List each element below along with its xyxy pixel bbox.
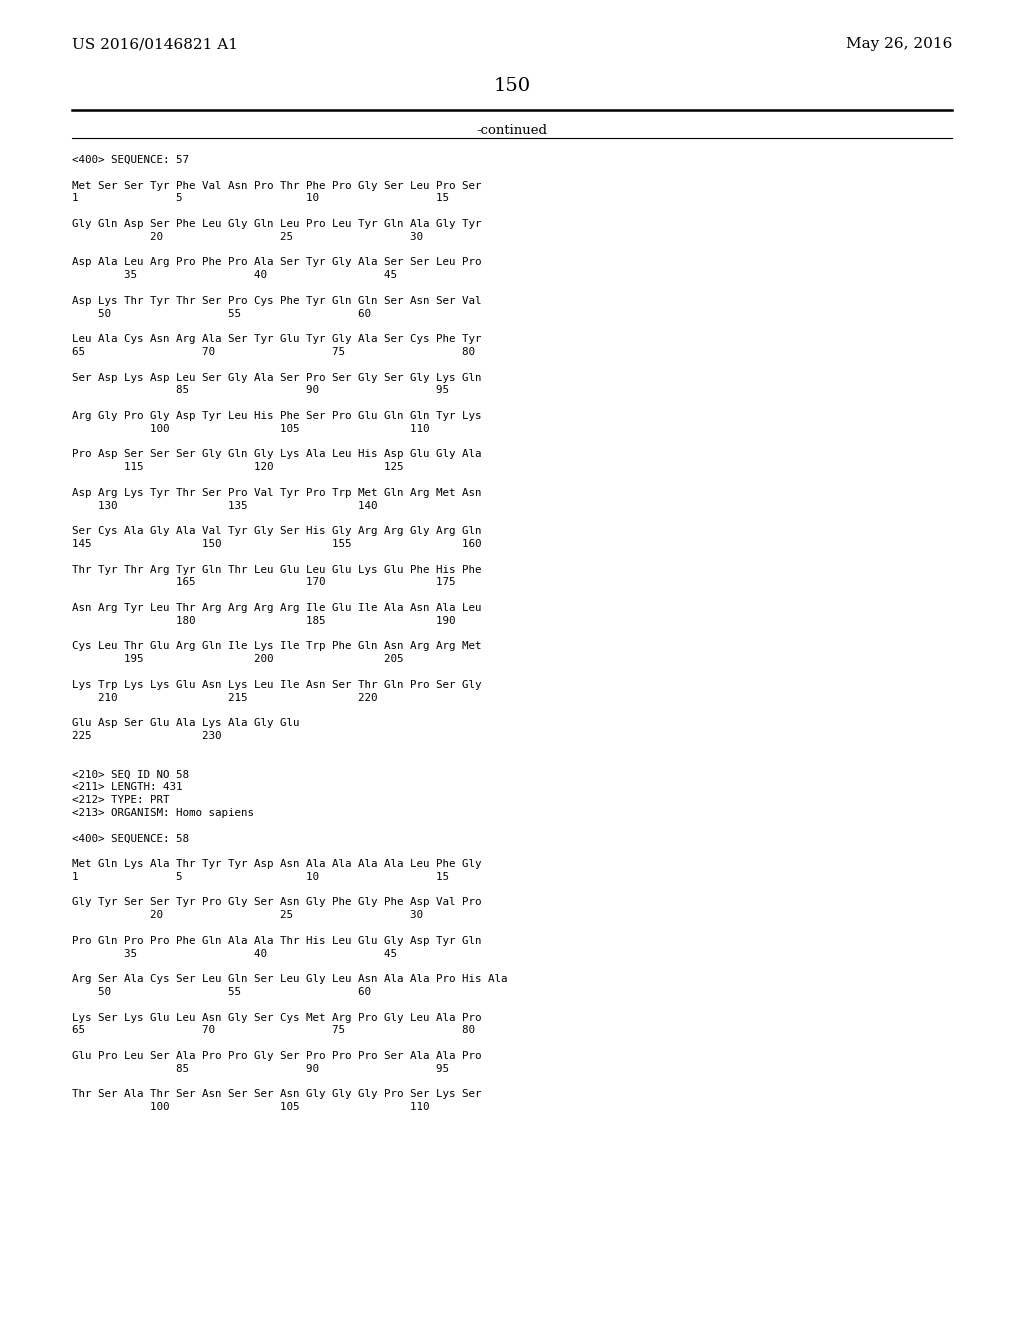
Text: <212> TYPE: PRT: <212> TYPE: PRT: [72, 795, 170, 805]
Text: 65                  70                  75                  80: 65 70 75 80: [72, 1026, 475, 1035]
Text: <400> SEQUENCE: 58: <400> SEQUENCE: 58: [72, 833, 189, 843]
Text: Lys Trp Lys Lys Glu Asn Lys Leu Ile Asn Ser Thr Gln Pro Ser Gly: Lys Trp Lys Lys Glu Asn Lys Leu Ile Asn …: [72, 680, 481, 690]
Text: 225                 230: 225 230: [72, 731, 221, 741]
Text: Gly Tyr Ser Ser Tyr Pro Gly Ser Asn Gly Phe Gly Phe Asp Val Pro: Gly Tyr Ser Ser Tyr Pro Gly Ser Asn Gly …: [72, 898, 481, 907]
Text: Lys Ser Lys Glu Leu Asn Gly Ser Cys Met Arg Pro Gly Leu Ala Pro: Lys Ser Lys Glu Leu Asn Gly Ser Cys Met …: [72, 1012, 481, 1023]
Text: Arg Gly Pro Gly Asp Tyr Leu His Phe Ser Pro Glu Gln Gln Tyr Lys: Arg Gly Pro Gly Asp Tyr Leu His Phe Ser …: [72, 411, 481, 421]
Text: 65                  70                  75                  80: 65 70 75 80: [72, 347, 475, 356]
Text: Met Ser Ser Tyr Phe Val Asn Pro Thr Phe Pro Gly Ser Leu Pro Ser: Met Ser Ser Tyr Phe Val Asn Pro Thr Phe …: [72, 181, 481, 190]
Text: Leu Ala Cys Asn Arg Ala Ser Tyr Glu Tyr Gly Ala Ser Cys Phe Tyr: Leu Ala Cys Asn Arg Ala Ser Tyr Glu Tyr …: [72, 334, 481, 345]
Text: -continued: -continued: [476, 124, 548, 137]
Text: 165                 170                 175: 165 170 175: [72, 577, 456, 587]
Text: Asp Arg Lys Tyr Thr Ser Pro Val Tyr Pro Trp Met Gln Arg Met Asn: Asp Arg Lys Tyr Thr Ser Pro Val Tyr Pro …: [72, 488, 481, 498]
Text: 35                  40                  45: 35 40 45: [72, 949, 397, 958]
Text: 180                 185                 190: 180 185 190: [72, 616, 456, 626]
Text: US 2016/0146821 A1: US 2016/0146821 A1: [72, 37, 238, 51]
Text: Glu Asp Ser Glu Ala Lys Ala Gly Glu: Glu Asp Ser Glu Ala Lys Ala Gly Glu: [72, 718, 299, 729]
Text: 195                 200                 205: 195 200 205: [72, 655, 403, 664]
Text: Glu Pro Leu Ser Ala Pro Pro Gly Ser Pro Pro Pro Ser Ala Ala Pro: Glu Pro Leu Ser Ala Pro Pro Gly Ser Pro …: [72, 1051, 481, 1061]
Text: Asp Ala Leu Arg Pro Phe Pro Ala Ser Tyr Gly Ala Ser Ser Leu Pro: Asp Ala Leu Arg Pro Phe Pro Ala Ser Tyr …: [72, 257, 481, 268]
Text: <211> LENGTH: 431: <211> LENGTH: 431: [72, 783, 182, 792]
Text: Cys Leu Thr Glu Arg Gln Ile Lys Ile Trp Phe Gln Asn Arg Arg Met: Cys Leu Thr Glu Arg Gln Ile Lys Ile Trp …: [72, 642, 481, 651]
Text: Ser Cys Ala Gly Ala Val Tyr Gly Ser His Gly Arg Arg Gly Arg Gln: Ser Cys Ala Gly Ala Val Tyr Gly Ser His …: [72, 527, 481, 536]
Text: Thr Tyr Thr Arg Tyr Gln Thr Leu Glu Leu Glu Lys Glu Phe His Phe: Thr Tyr Thr Arg Tyr Gln Thr Leu Glu Leu …: [72, 565, 481, 574]
Text: <400> SEQUENCE: 57: <400> SEQUENCE: 57: [72, 154, 189, 165]
Text: 35                  40                  45: 35 40 45: [72, 271, 397, 280]
Text: 50                  55                  60: 50 55 60: [72, 987, 371, 997]
Text: 85                  90                  95: 85 90 95: [72, 1064, 449, 1073]
Text: <213> ORGANISM: Homo sapiens: <213> ORGANISM: Homo sapiens: [72, 808, 254, 818]
Text: 115                 120                 125: 115 120 125: [72, 462, 403, 473]
Text: 20                  25                  30: 20 25 30: [72, 911, 423, 920]
Text: Thr Ser Ala Thr Ser Asn Ser Ser Asn Gly Gly Gly Pro Ser Lys Ser: Thr Ser Ala Thr Ser Asn Ser Ser Asn Gly …: [72, 1089, 481, 1100]
Text: Pro Asp Ser Ser Ser Gly Gln Gly Lys Ala Leu His Asp Glu Gly Ala: Pro Asp Ser Ser Ser Gly Gln Gly Lys Ala …: [72, 449, 481, 459]
Text: <210> SEQ ID NO 58: <210> SEQ ID NO 58: [72, 770, 189, 779]
Text: 130                 135                 140: 130 135 140: [72, 500, 378, 511]
Text: 150: 150: [494, 77, 530, 95]
Text: 1               5                   10                  15: 1 5 10 15: [72, 871, 449, 882]
Text: Met Gln Lys Ala Thr Tyr Tyr Asp Asn Ala Ala Ala Ala Leu Phe Gly: Met Gln Lys Ala Thr Tyr Tyr Asp Asn Ala …: [72, 859, 481, 869]
Text: Asp Lys Thr Tyr Thr Ser Pro Cys Phe Tyr Gln Gln Ser Asn Ser Val: Asp Lys Thr Tyr Thr Ser Pro Cys Phe Tyr …: [72, 296, 481, 306]
Text: 1               5                   10                  15: 1 5 10 15: [72, 194, 449, 203]
Text: 145                 150                 155                 160: 145 150 155 160: [72, 539, 481, 549]
Text: Pro Gln Pro Pro Phe Gln Ala Ala Thr His Leu Glu Gly Asp Tyr Gln: Pro Gln Pro Pro Phe Gln Ala Ala Thr His …: [72, 936, 481, 946]
Text: Arg Ser Ala Cys Ser Leu Gln Ser Leu Gly Leu Asn Ala Ala Pro His Ala: Arg Ser Ala Cys Ser Leu Gln Ser Leu Gly …: [72, 974, 508, 985]
Text: 100                 105                 110: 100 105 110: [72, 424, 429, 434]
Text: 50                  55                  60: 50 55 60: [72, 309, 371, 318]
Text: Ser Asp Lys Asp Leu Ser Gly Ala Ser Pro Ser Gly Ser Gly Lys Gln: Ser Asp Lys Asp Leu Ser Gly Ala Ser Pro …: [72, 372, 481, 383]
Text: 210                 215                 220: 210 215 220: [72, 693, 378, 702]
Text: 85                  90                  95: 85 90 95: [72, 385, 449, 396]
Text: May 26, 2016: May 26, 2016: [846, 37, 952, 51]
Text: 100                 105                 110: 100 105 110: [72, 1102, 429, 1113]
Text: Asn Arg Tyr Leu Thr Arg Arg Arg Arg Ile Glu Ile Ala Asn Ala Leu: Asn Arg Tyr Leu Thr Arg Arg Arg Arg Ile …: [72, 603, 481, 612]
Text: 20                  25                  30: 20 25 30: [72, 232, 423, 242]
Text: Gly Gln Asp Ser Phe Leu Gly Gln Leu Pro Leu Tyr Gln Ala Gly Tyr: Gly Gln Asp Ser Phe Leu Gly Gln Leu Pro …: [72, 219, 481, 228]
